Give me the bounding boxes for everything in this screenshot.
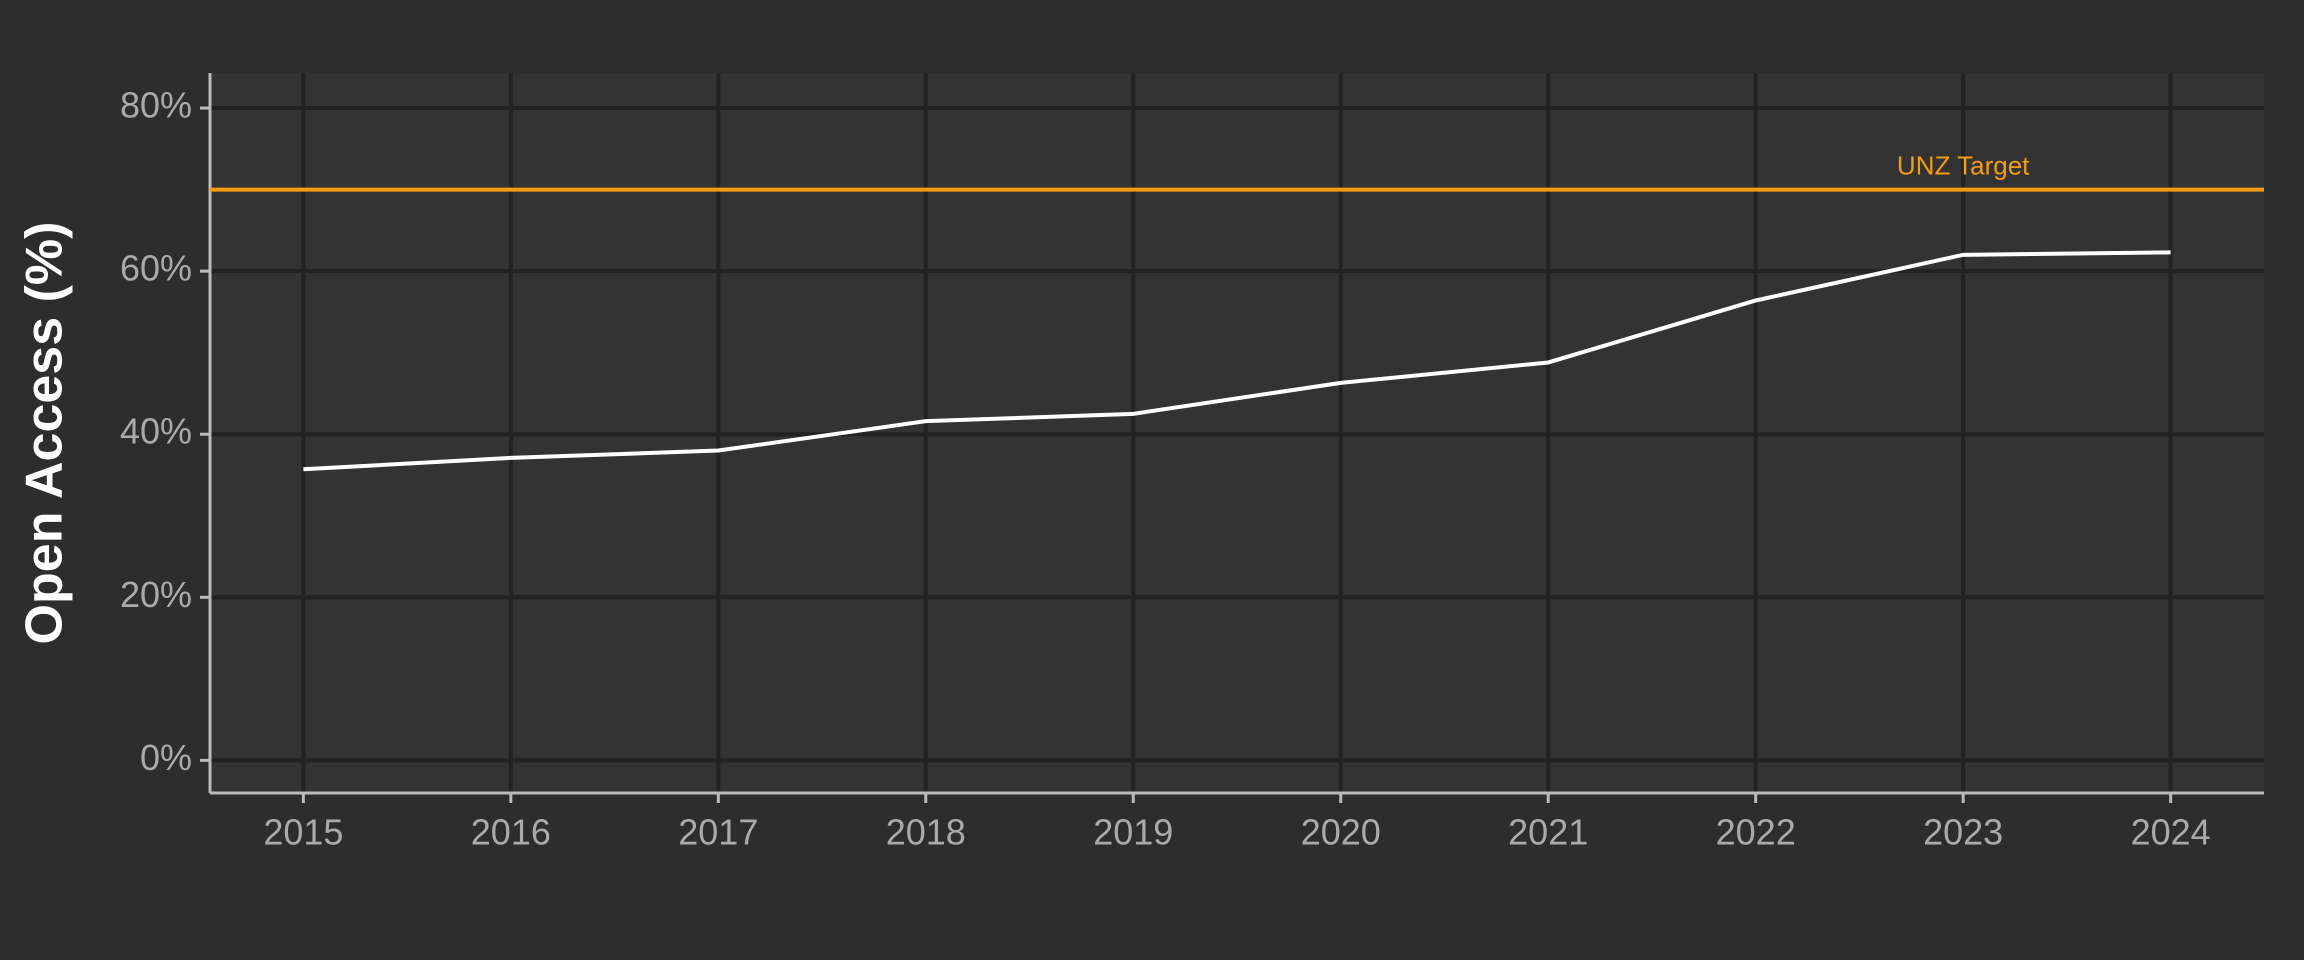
y-tick-label: 20%	[120, 574, 192, 615]
x-tick-label: 2021	[1508, 812, 1588, 853]
x-tick-label: 2019	[1093, 812, 1173, 853]
x-tick-label: 2024	[2131, 812, 2211, 853]
y-tick-label: 60%	[120, 248, 192, 289]
data-line	[303, 250, 2171, 472]
y-axis-title: Open Access (%)	[16, 222, 74, 645]
y-tick-label: 0%	[140, 737, 192, 778]
x-tick-label: 2017	[678, 812, 758, 853]
x-tick-label: 2015	[263, 812, 343, 853]
x-tick-label: 2020	[1301, 812, 1381, 853]
x-tick-label: 2018	[886, 812, 966, 853]
y-tick-label: 80%	[120, 85, 192, 126]
reference-label: UNZ Target	[1897, 150, 2030, 180]
x-tick-label: 2016	[471, 812, 551, 853]
y-tick-label: 40%	[120, 411, 192, 452]
x-tick-label: 2022	[1716, 812, 1796, 853]
x-tick-label: 2023	[1923, 812, 2003, 853]
